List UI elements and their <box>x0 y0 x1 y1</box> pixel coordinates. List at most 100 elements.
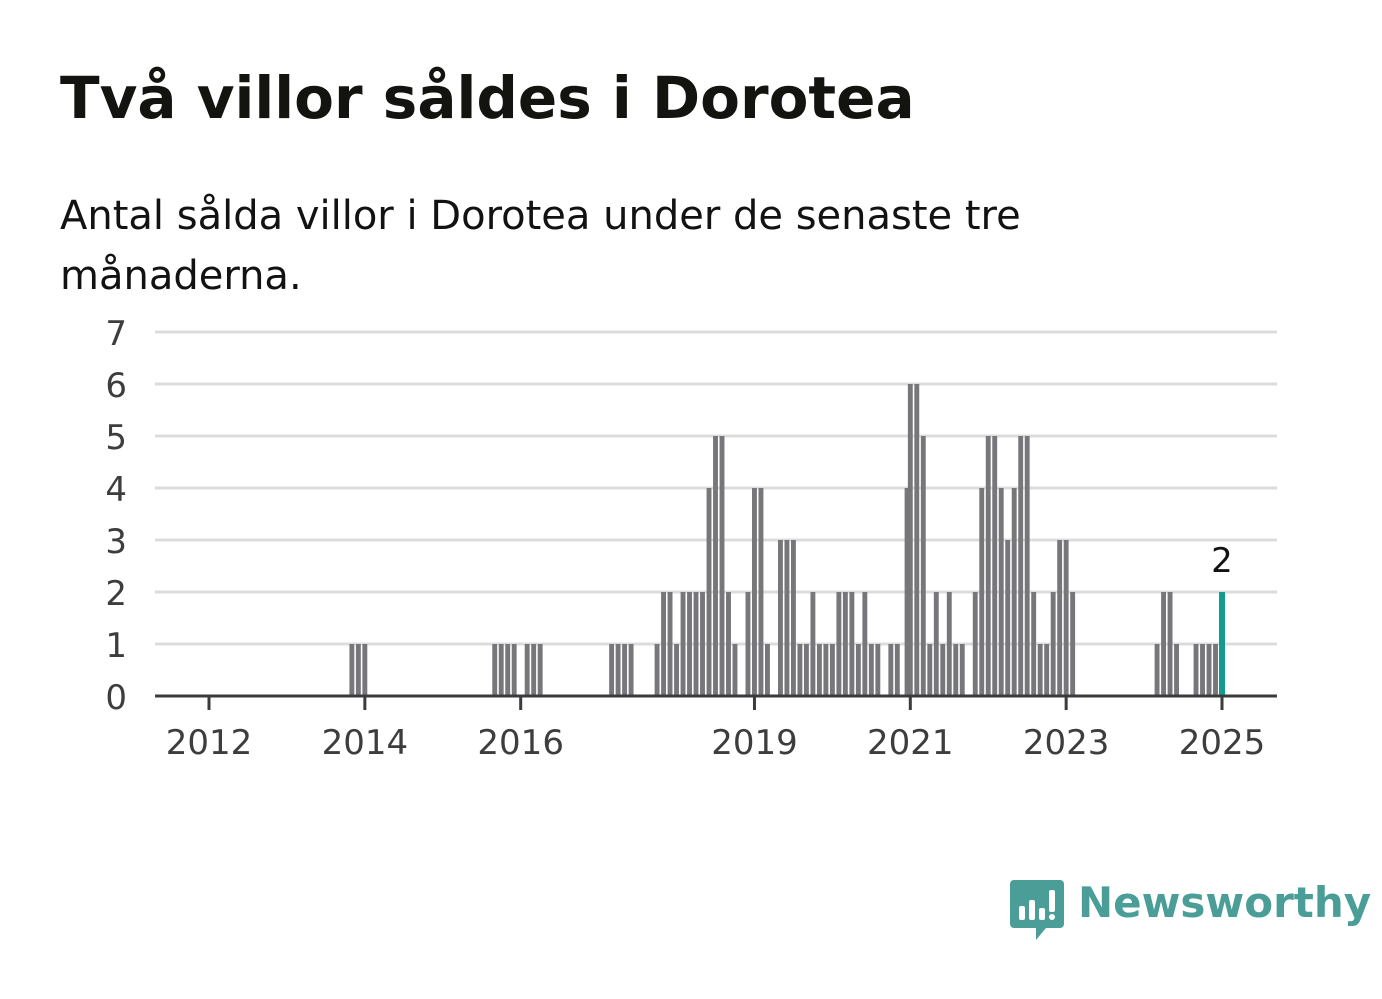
bar <box>693 592 699 696</box>
bar <box>1057 540 1063 696</box>
bar <box>1174 644 1179 696</box>
bar <box>953 644 959 696</box>
bar <box>719 436 725 696</box>
bar <box>700 592 705 696</box>
bar <box>505 644 511 696</box>
newsworthy-brand: Newsworthy <box>1010 878 1371 942</box>
bar <box>745 592 751 696</box>
bar <box>790 540 796 696</box>
bar <box>492 644 498 696</box>
bar <box>355 644 361 696</box>
bar <box>904 488 910 696</box>
x-tick-label: 2012 <box>166 723 253 763</box>
bar <box>349 644 355 696</box>
bar <box>1011 488 1017 696</box>
bar <box>862 592 868 696</box>
bar <box>531 644 537 696</box>
bar <box>946 592 952 696</box>
y-tick-label: 4 <box>105 470 127 510</box>
bar <box>661 592 666 696</box>
bar <box>732 644 738 696</box>
bar <box>706 488 712 696</box>
bar <box>940 644 946 696</box>
bar <box>687 592 692 696</box>
bar <box>713 436 718 696</box>
bar <box>972 592 978 696</box>
bar <box>777 540 783 696</box>
bar <box>622 644 628 696</box>
bar <box>933 592 939 696</box>
x-tick-label: 2016 <box>477 723 564 763</box>
bar <box>1050 592 1056 696</box>
bar <box>752 488 757 696</box>
y-tick-label: 6 <box>105 366 127 406</box>
bar <box>842 592 848 696</box>
bar <box>875 644 881 696</box>
bar <box>524 644 530 696</box>
chart-subtitle: Antal sålda villor i Dorotea under de se… <box>60 193 1021 299</box>
y-tick-label: 2 <box>105 574 127 614</box>
bar <box>537 644 543 696</box>
bar <box>654 644 660 696</box>
bar <box>1167 592 1173 696</box>
bar <box>726 592 731 696</box>
bar <box>1005 540 1011 696</box>
bars <box>349 384 1225 696</box>
y-axis-labels: 0 1 2 3 4 5 6 7 <box>105 314 127 718</box>
bar <box>868 644 874 696</box>
bar <box>1044 644 1050 696</box>
bar <box>511 644 517 696</box>
bar <box>914 384 920 696</box>
highlight-value-label: 2 <box>1211 541 1233 581</box>
bar <box>797 644 803 696</box>
bar <box>836 592 842 696</box>
bar <box>615 644 621 696</box>
highlight-bar <box>1219 592 1225 696</box>
bar <box>888 644 894 696</box>
bar <box>959 644 965 696</box>
bar <box>758 488 764 696</box>
bar <box>907 384 913 696</box>
y-tick-label: 5 <box>105 418 127 458</box>
y-tick-label: 1 <box>105 626 127 666</box>
y-tick-label: 7 <box>105 314 127 354</box>
bar <box>920 436 926 696</box>
bar <box>855 644 861 696</box>
bar <box>823 644 829 696</box>
x-axis: 2012 2014 2016 2019 2021 2023 2025 <box>155 694 1277 763</box>
bar <box>1031 592 1037 696</box>
bar <box>992 436 998 696</box>
x-tick-label: 2014 <box>322 723 409 763</box>
brand-name: Newsworthy <box>1078 878 1372 927</box>
annotations: 2 <box>1211 541 1233 581</box>
bar <box>1213 644 1218 696</box>
bar <box>1037 644 1043 696</box>
bar <box>609 644 615 696</box>
chart-title: Två villor såldes i Dorotea <box>60 64 915 132</box>
bar <box>1070 592 1076 696</box>
bar <box>680 592 686 696</box>
bar <box>628 644 634 696</box>
bar <box>1154 644 1160 696</box>
bar <box>1200 644 1205 696</box>
bar <box>985 436 991 696</box>
bar <box>829 644 835 696</box>
bar <box>1018 436 1024 696</box>
bar <box>979 488 985 696</box>
bar <box>998 488 1004 696</box>
x-tick-label: 2019 <box>711 723 798 763</box>
bar <box>849 592 855 696</box>
x-tick-label: 2025 <box>1179 723 1266 763</box>
bar <box>1063 540 1069 696</box>
bar <box>1193 644 1199 696</box>
bar <box>810 592 816 696</box>
x-tick-label: 2023 <box>1023 723 1110 763</box>
bar <box>674 644 679 696</box>
bar <box>362 644 368 696</box>
bar <box>927 644 933 696</box>
bar <box>498 644 504 696</box>
bar <box>784 540 790 696</box>
bar <box>667 592 673 696</box>
y-tick-label: 0 <box>105 678 127 718</box>
